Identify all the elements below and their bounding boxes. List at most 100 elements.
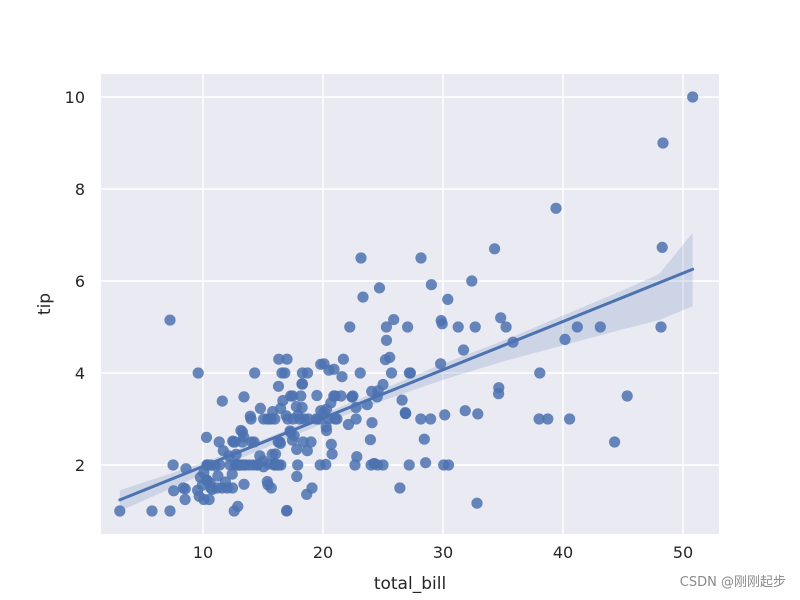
data-point [179,483,191,495]
data-point [206,483,218,495]
data-point [297,436,309,448]
data-point [380,321,392,333]
data-point [471,497,483,509]
data-point [254,402,266,414]
y-tick-label: 6 [75,272,85,291]
data-point [442,293,454,305]
data-point [380,334,393,346]
data-point [656,241,668,253]
data-point [274,437,286,449]
data-point [571,321,583,333]
data-point [305,436,317,448]
data-point [167,459,179,471]
data-point [291,470,303,483]
data-point [336,371,348,383]
plot-background [101,74,719,534]
data-point [609,436,621,448]
data-point [442,459,455,471]
regression-layer [118,267,695,502]
data-point [354,367,366,379]
data-point [301,367,314,379]
data-point [146,505,158,517]
data-point [292,459,304,471]
data-point [472,408,484,420]
data-points [114,91,699,517]
x-tick-label: 30 [433,543,453,562]
data-point [203,493,215,506]
data-point [457,344,470,356]
data-point [296,378,309,390]
data-point [495,312,507,324]
data-point [415,252,427,264]
x-tick-label: 20 [313,543,333,562]
data-point [400,407,412,420]
data-point [249,367,261,379]
y-tick-label: 8 [75,180,85,199]
data-point [344,321,356,333]
data-point [355,252,367,264]
data-point [550,202,562,214]
data-point [396,394,408,406]
data-point [281,504,293,517]
data-point [533,413,545,425]
data-point [377,459,389,471]
data-point [425,413,437,425]
data-point [351,451,363,463]
data-point [287,390,299,402]
data-point [291,443,303,455]
data-point [272,380,285,392]
data-point [542,413,554,425]
data-point [594,321,606,333]
data-point [269,413,281,425]
data-point [366,417,378,429]
data-point [279,367,291,379]
data-point [213,436,225,448]
data-point [350,413,362,425]
data-point [655,321,667,333]
data-point [318,358,330,370]
data-point [403,459,415,471]
data-point [439,409,451,421]
data-point [265,482,277,494]
data-point [245,413,257,425]
y-tick-label: 10 [65,88,85,107]
data-point [435,358,447,370]
data-point [281,353,293,365]
data-point [269,458,281,470]
data-point [337,353,349,365]
data-point [377,378,389,391]
x-axis-label: total_bill [374,574,446,594]
y-tick-labels: 2 4 6 8 10 [65,88,85,475]
data-point [326,448,338,460]
data-point [385,367,398,379]
data-point [425,279,437,291]
data-point [402,321,414,333]
data-point [415,413,427,425]
data-point [179,493,191,506]
data-point [200,431,213,443]
data-point [493,382,505,394]
data-point [657,137,669,149]
data-point [357,291,369,303]
data-point [364,434,376,446]
data-point [469,321,481,333]
data-point [346,391,358,403]
data-point [687,91,699,103]
data-point [621,390,633,402]
regression-line [118,267,695,502]
data-point [226,468,238,480]
data-point [238,391,250,403]
x-tick-label: 40 [553,543,573,562]
data-point [311,389,323,402]
data-point [238,431,250,443]
data-point [418,433,430,445]
data-point [288,430,300,442]
data-point [459,405,471,417]
data-point [328,363,340,375]
data-point [331,413,343,425]
data-point [320,424,333,437]
data-point [452,321,464,333]
data-point [212,470,224,482]
data-point [320,458,332,471]
watermark-text: CSDN @刚刚起步 [679,575,786,590]
